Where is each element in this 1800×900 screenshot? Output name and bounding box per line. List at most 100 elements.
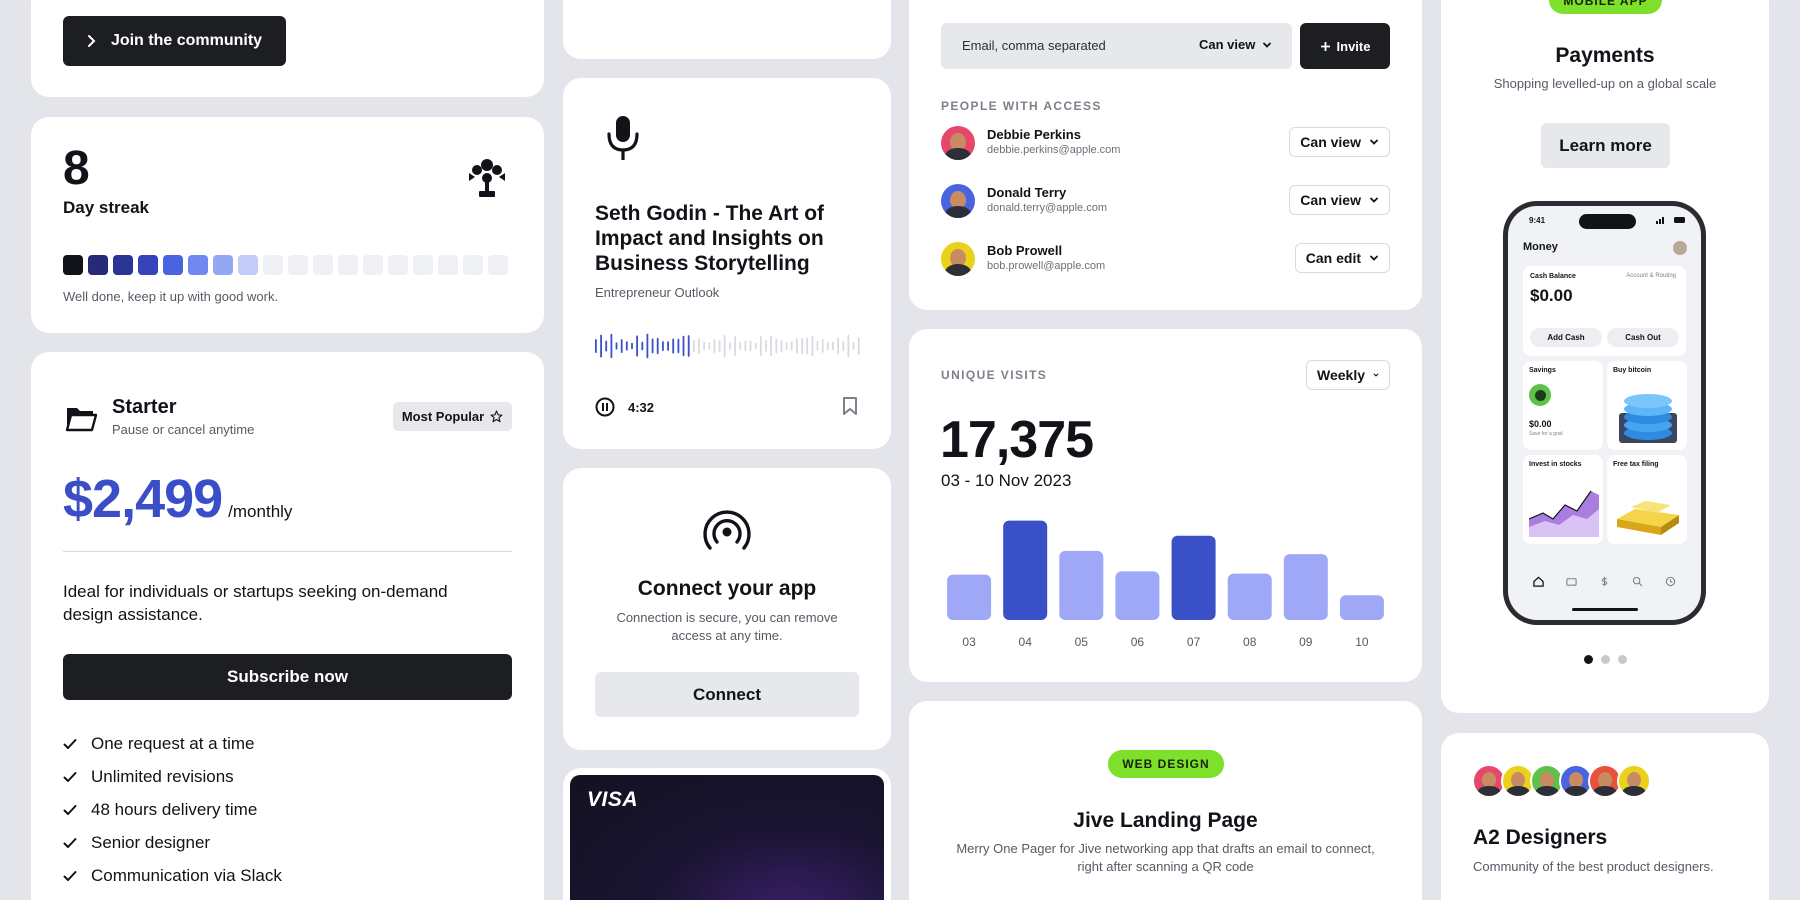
person-access-label: Can view xyxy=(1300,134,1361,150)
balance-tile[interactable]: Cash Balance Account & Routing $0.00 Add… xyxy=(1523,266,1686,356)
waveform-bar xyxy=(641,341,644,351)
streak-cell xyxy=(88,255,108,275)
person-access-select[interactable]: Can view xyxy=(1289,185,1390,215)
chart-bar[interactable] xyxy=(1115,571,1160,620)
search-tab-icon[interactable] xyxy=(1632,576,1643,587)
plan-price: $2,499 xyxy=(63,469,223,529)
waveform-bar xyxy=(708,342,711,350)
balance-link: Account & Routing xyxy=(1626,273,1676,279)
waveform-bar xyxy=(677,338,680,354)
chevron-down-icon xyxy=(1373,373,1379,377)
learn-more-button[interactable]: Learn more xyxy=(1541,123,1670,168)
tax-tile[interactable]: Free tax filing xyxy=(1607,455,1687,544)
feature-item: Communication via Slack xyxy=(63,859,282,892)
phone-profile-avatar[interactable] xyxy=(1673,241,1687,255)
waveform-bar xyxy=(600,334,602,358)
chart-bar[interactable] xyxy=(1283,554,1328,620)
podcast-show: Entrepreneur Outlook xyxy=(595,285,720,300)
visits-period-select[interactable]: Weekly xyxy=(1306,360,1390,390)
chart-bar[interactable] xyxy=(1227,573,1272,620)
feature-item: Senior designer xyxy=(63,826,282,859)
card-tab-icon[interactable] xyxy=(1566,576,1577,587)
designers-subtitle: Community of the best product designers. xyxy=(1473,859,1714,874)
streak-cell xyxy=(388,255,408,275)
invite-button[interactable]: Invite xyxy=(1300,23,1390,69)
cash-out-button[interactable]: Cash Out xyxy=(1607,328,1679,347)
check-icon xyxy=(63,738,77,749)
share-permission-select[interactable]: Can view xyxy=(1199,37,1272,52)
chart-bar[interactable] xyxy=(1059,550,1104,620)
home-tab-icon[interactable] xyxy=(1533,576,1544,587)
bookmark-icon[interactable] xyxy=(842,396,858,416)
waveform-bar xyxy=(744,340,747,352)
chart-bar[interactable] xyxy=(1171,535,1216,620)
pager-dot[interactable] xyxy=(1583,655,1593,664)
bitcoin-tile[interactable]: Buy bitcoin xyxy=(1607,361,1687,450)
add-cash-button[interactable]: Add Cash xyxy=(1530,328,1602,347)
pricing-card: Starter Pause or cancel anytime Most Pop… xyxy=(31,352,544,900)
chevron-right-icon xyxy=(87,35,96,47)
pause-icon[interactable] xyxy=(595,397,615,417)
chart-bar[interactable] xyxy=(1003,520,1048,620)
subscribe-button[interactable]: Subscribe now xyxy=(63,654,512,700)
plus-icon xyxy=(1320,41,1330,51)
person-email: bob.prowell@apple.com xyxy=(987,260,1106,272)
podcast-card: Seth Godin - The Art of Impact and Insig… xyxy=(563,78,891,449)
designer-avatar xyxy=(1530,764,1564,798)
designers-title: A2 Designers xyxy=(1473,826,1608,849)
check-icon xyxy=(63,837,77,848)
tile-sub: Save for a goal xyxy=(1529,431,1563,437)
waveform-bar xyxy=(734,335,736,357)
tile-title: Invest in stocks xyxy=(1529,461,1582,468)
share-email-placeholder: Email, comma separated xyxy=(962,38,1106,53)
streak-cell xyxy=(488,255,508,275)
waveform-bar xyxy=(672,338,675,354)
share-email-field[interactable]: Email, comma separated Can view xyxy=(941,23,1292,69)
chart-x-label: 03 xyxy=(962,635,976,649)
pager-dot[interactable] xyxy=(1600,655,1610,664)
waveform-bar xyxy=(826,341,829,351)
streak-cell xyxy=(463,255,483,275)
dollar-tab-icon[interactable] xyxy=(1599,576,1610,587)
web-design-card: WEB DESIGN Jive Landing Page Merry One P… xyxy=(909,701,1422,900)
connect-card: Connect your app Connection is secure, y… xyxy=(563,468,891,750)
top-placeholder-card xyxy=(563,0,891,59)
streak-cell xyxy=(338,255,358,275)
designer-avatar xyxy=(1617,764,1651,798)
connect-button[interactable]: Connect xyxy=(595,672,859,717)
feature-item: 48 hours delivery time xyxy=(63,793,282,826)
person-access-select[interactable]: Can edit xyxy=(1294,243,1390,273)
person-avatar xyxy=(941,242,975,276)
check-icon xyxy=(63,870,77,881)
person-row: Debbie Perkins debbie.perkins@apple.com Ca… xyxy=(941,126,1390,184)
phone-time: 9:41 xyxy=(1529,216,1546,225)
streak-cell xyxy=(213,255,233,275)
person-name: Debbie Perkins xyxy=(987,127,1081,142)
feature-list: One request at a time Unlimited revisions… xyxy=(63,727,282,892)
stocks-tile[interactable]: Invest in stocks xyxy=(1523,455,1603,544)
waveform-bar xyxy=(651,338,654,354)
chart-bar[interactable] xyxy=(1339,595,1384,620)
activity-tab-icon[interactable] xyxy=(1665,576,1676,587)
waveform-bar xyxy=(723,335,726,358)
people-access-heading: PEOPLE WITH ACCESS xyxy=(941,99,1102,113)
plan-period: /monthly xyxy=(228,502,293,521)
subscribe-label: Subscribe now xyxy=(227,667,348,686)
feature-label: One request at a time xyxy=(91,733,255,753)
waveform-bar xyxy=(749,340,752,352)
waveform-bar xyxy=(759,335,762,357)
person-row: Bob Prowell bob.prowell@apple.com Can edit xyxy=(941,242,1390,300)
join-community-button[interactable]: Join the community xyxy=(63,16,286,66)
streak-message: Well done, keep it up with good work. xyxy=(63,289,279,304)
pager-dot[interactable] xyxy=(1617,655,1627,664)
visa-card-container: VISA xyxy=(563,768,891,900)
person-access-select[interactable]: Can view xyxy=(1289,127,1390,157)
waveform-bar xyxy=(780,339,783,353)
chart-bar[interactable] xyxy=(947,574,992,620)
waveform-bar xyxy=(785,342,788,350)
waveform-bar xyxy=(729,342,731,350)
waveform-bar xyxy=(595,339,597,353)
streak-cell xyxy=(263,255,283,275)
savings-tile[interactable]: Savings $0.00 Save for a goal xyxy=(1523,361,1603,450)
